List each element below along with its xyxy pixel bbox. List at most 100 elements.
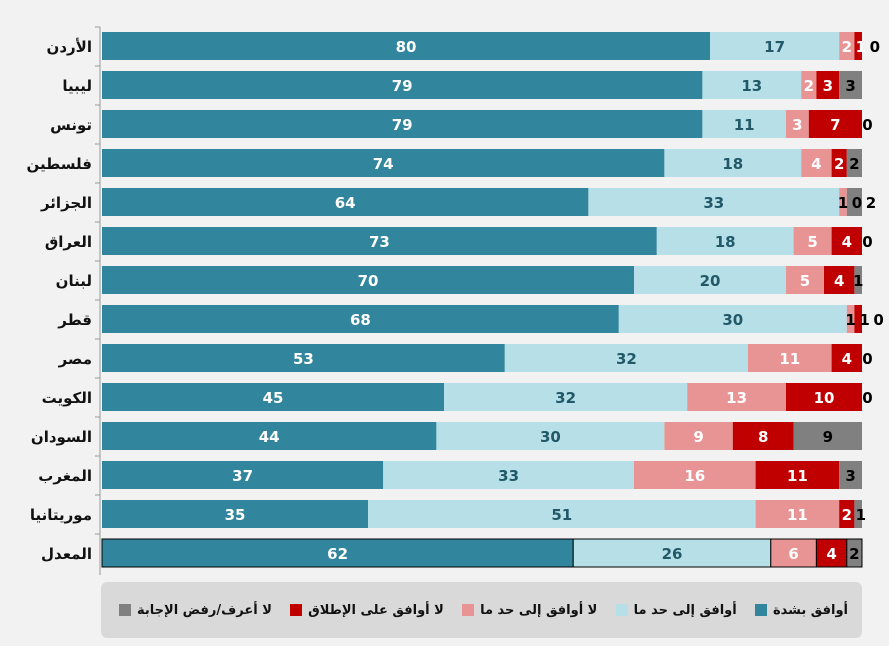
- data-label: 0: [862, 389, 872, 407]
- data-label: 2: [849, 155, 859, 173]
- data-label: 4: [834, 272, 844, 290]
- category-label: لبنان: [56, 272, 92, 290]
- bar-segment: [793, 422, 862, 450]
- data-label: 3: [845, 77, 855, 95]
- data-label: 80: [396, 38, 417, 56]
- data-label: 11: [779, 350, 800, 368]
- legend-item: أوافق إلى حد ما: [615, 603, 737, 618]
- bar-segment: [786, 383, 862, 411]
- data-label: 2: [866, 194, 876, 212]
- legend-label: لا أوافق إلى حد ما: [480, 602, 598, 618]
- data-label: 4: [842, 233, 852, 251]
- bar-segment: [102, 32, 710, 60]
- bar-segment: [732, 422, 794, 450]
- data-label: 10: [814, 389, 835, 407]
- legend-item: أوافق بشدة: [754, 603, 848, 618]
- bar-segment: [102, 266, 634, 294]
- data-label: 30: [540, 428, 561, 446]
- bar-segment: [618, 305, 847, 333]
- bar-segment: [854, 500, 862, 528]
- data-label: 0: [862, 233, 872, 251]
- data-label: 53: [293, 350, 314, 368]
- data-label: 37: [232, 467, 253, 485]
- data-label: 45: [263, 389, 284, 407]
- bar-segment: [839, 71, 862, 99]
- data-label: 51: [551, 506, 572, 524]
- bar-segment: [770, 538, 817, 568]
- bar-segment: [831, 149, 847, 177]
- data-label: 3: [792, 116, 802, 134]
- bar-segment: [102, 149, 665, 177]
- bar-segment: [839, 500, 855, 528]
- legend-swatch: [290, 604, 303, 616]
- data-label: 1: [845, 311, 855, 329]
- legend-item: لا أعرف/رفض الإجابة: [119, 603, 272, 618]
- data-label: 9: [823, 428, 833, 446]
- data-label: 7: [830, 116, 840, 134]
- bar-segment: [824, 266, 855, 294]
- data-label: 0: [862, 350, 872, 368]
- legend-swatch: [462, 604, 475, 616]
- bar-segment: [102, 500, 368, 528]
- data-label: 0: [873, 311, 883, 329]
- bar-segment: [634, 461, 756, 489]
- data-label: 4: [826, 545, 836, 563]
- legend-swatch: [754, 604, 767, 616]
- data-label: 35: [225, 506, 246, 524]
- data-label: 8: [758, 428, 768, 446]
- data-label: 13: [741, 77, 762, 95]
- bar-segment: [504, 344, 748, 372]
- legend-item: لا أوافق إلى حد ما: [462, 603, 597, 618]
- data-label: 64: [335, 194, 356, 212]
- bar-segment: [854, 266, 862, 294]
- bar-segment: [793, 227, 832, 255]
- data-label: 70: [358, 272, 379, 290]
- bar-segment: [831, 227, 862, 255]
- data-label: 74: [373, 155, 394, 173]
- data-label: 5: [800, 272, 810, 290]
- bar-segment: [786, 266, 824, 294]
- bar-segment: [839, 461, 862, 489]
- bar-segment: [664, 149, 802, 177]
- data-label: 17: [764, 38, 785, 56]
- bar-segment: [854, 32, 862, 60]
- category-label: المعدل: [41, 545, 92, 563]
- legend-swatch: [119, 604, 131, 616]
- bar-segment: [839, 32, 855, 60]
- legend: أوافق بشدة أوافق إلى حد ما لا أوافق إلى حد…: [101, 582, 862, 638]
- data-label: 9: [693, 428, 703, 446]
- data-label: 0: [870, 38, 880, 56]
- data-label: 3: [845, 467, 855, 485]
- data-label: 32: [555, 389, 576, 407]
- data-label: 4: [811, 155, 821, 173]
- bar-segment: [854, 305, 862, 333]
- bar-segment: [572, 538, 772, 568]
- bar-segment: [444, 383, 688, 411]
- category-label: تونس: [50, 116, 92, 134]
- bar-segment: [748, 344, 832, 372]
- bar-segment: [702, 71, 802, 99]
- bar-segment: [368, 500, 756, 528]
- bar-segment: [755, 461, 840, 489]
- data-label: 2: [834, 155, 844, 173]
- category-label: مصر: [58, 350, 92, 368]
- bar-segment: [588, 188, 840, 216]
- bar-segment: [710, 32, 840, 60]
- bar-segment: [102, 305, 619, 333]
- data-label: 33: [703, 194, 724, 212]
- bar-segment: [815, 538, 848, 568]
- data-label: 18: [722, 155, 743, 173]
- data-label: 62: [327, 545, 348, 563]
- legend-label: لا أوافق على الإطلاق: [308, 602, 444, 618]
- data-label: 79: [392, 116, 413, 134]
- bar-segment: [383, 461, 634, 489]
- bar-segment: [846, 305, 855, 333]
- bar-segment: [436, 422, 665, 450]
- bar-segment: [664, 422, 733, 450]
- data-label: 11: [787, 506, 808, 524]
- data-label: 2: [842, 506, 852, 524]
- category-label: ليبيا: [62, 77, 92, 95]
- bar-segment: [102, 188, 589, 216]
- data-label: 26: [662, 545, 683, 563]
- category-label: موريتانيا: [30, 506, 92, 524]
